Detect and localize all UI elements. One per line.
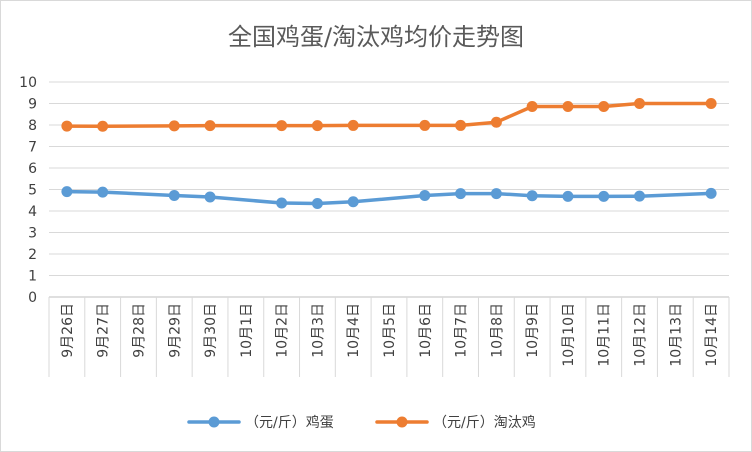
y-tick-label: 9 <box>28 97 37 113</box>
series-line <box>65 189 713 206</box>
data-point <box>61 120 73 132</box>
data-point <box>455 119 467 131</box>
data-point <box>526 101 538 113</box>
data-point <box>97 186 109 198</box>
series-lines <box>61 98 717 209</box>
axes <box>48 296 730 377</box>
legend-marker <box>396 416 408 428</box>
legend-marker <box>208 416 220 428</box>
x-tick-label: 10月1日 <box>239 303 255 358</box>
data-point <box>455 188 467 200</box>
x-tick-label: 10月7日 <box>454 303 470 358</box>
x-tick-label: 9月30日 <box>203 303 219 358</box>
x-tick-label: 10月11日 <box>597 303 613 367</box>
y-tick-label: 3 <box>28 226 37 242</box>
data-point <box>634 190 646 202</box>
data-point <box>598 101 610 113</box>
x-tick-label: 10月14日 <box>704 303 720 367</box>
data-point <box>562 101 574 113</box>
y-tick-label: 8 <box>28 118 37 134</box>
data-point <box>705 98 717 109</box>
series-0 <box>61 186 717 209</box>
data-point <box>705 187 717 199</box>
data-point <box>526 190 538 202</box>
y-tick-label: 7 <box>28 140 37 156</box>
x-tick-label: 10月10日 <box>561 303 577 367</box>
y-tick-label: 0 <box>28 290 37 306</box>
data-point <box>276 120 288 132</box>
legend-item: （元/斤）淘汰鸡 <box>375 414 536 431</box>
y-tick-label: 4 <box>28 204 37 220</box>
series-1 <box>61 98 717 132</box>
x-tick-label: 10月9日 <box>525 303 541 358</box>
grid-lines <box>49 81 729 276</box>
y-tick-label: 5 <box>28 183 37 199</box>
y-tick-label: 10 <box>19 75 37 91</box>
data-point <box>311 197 323 209</box>
y-tick-label: 1 <box>28 269 37 285</box>
legend-item: （元/斤）鸡蛋 <box>187 414 334 431</box>
x-tick-label: 10月2日 <box>275 303 291 358</box>
x-tick-label: 10月4日 <box>346 303 362 358</box>
data-point <box>168 120 180 132</box>
data-point <box>61 186 73 198</box>
data-point <box>419 190 431 202</box>
data-point <box>168 190 180 202</box>
data-point <box>204 191 216 203</box>
x-tick-label: 10月12日 <box>633 303 649 367</box>
data-point <box>347 196 359 208</box>
data-point <box>490 116 502 128</box>
x-tick-label: 10月8日 <box>489 303 505 358</box>
chart-title: 全国鸡蛋/淘汰鸡均价走势图 <box>228 23 524 51</box>
x-tick-label: 9月27日 <box>96 303 112 358</box>
data-point <box>562 190 574 202</box>
y-tick-label: 6 <box>28 161 37 177</box>
x-tick-label: 9月26日 <box>60 303 76 358</box>
data-point <box>634 98 646 109</box>
y-tick-label: 2 <box>28 247 37 263</box>
data-point <box>347 119 359 131</box>
legend: （元/斤）鸡蛋 （元/斤）淘汰鸡 <box>187 414 536 431</box>
x-tick-label: 10月3日 <box>310 303 326 358</box>
data-point <box>311 120 323 132</box>
data-point <box>490 188 502 200</box>
x-tick-label: 9月28日 <box>131 303 147 358</box>
y-axis-tick-labels: 0 1 2 3 4 5 6 7 8 9 10 <box>19 75 37 306</box>
data-point <box>204 120 216 132</box>
data-point <box>97 120 109 132</box>
x-tick-label: 10月5日 <box>382 303 398 358</box>
x-tick-label: 10月13日 <box>668 303 684 367</box>
x-axis-tick-labels: 9月26日 9月27日 9月28日 9月29日 9月30日 10月1日 10月2日 10月3日… <box>60 303 720 367</box>
data-point <box>419 119 431 131</box>
data-point <box>598 190 610 202</box>
series-line <box>65 101 713 129</box>
legend-label: （元/斤）鸡蛋 <box>245 414 334 431</box>
legend-label: （元/斤）淘汰鸡 <box>433 414 536 431</box>
data-point <box>276 197 288 209</box>
x-tick-label: 10月6日 <box>418 303 434 358</box>
x-tick-label: 9月29日 <box>167 303 183 358</box>
